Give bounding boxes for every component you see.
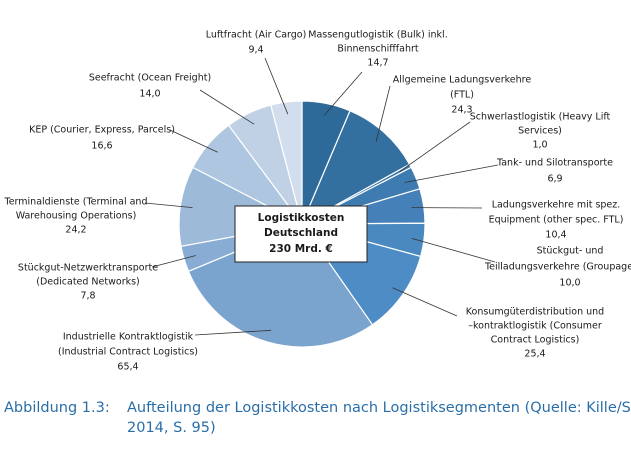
value-label: 7,8 xyxy=(80,291,95,302)
value-label: 10,0 xyxy=(559,278,580,289)
slice-label: Konsumgüterdistribution und xyxy=(466,307,604,318)
slice-label: Allgemeine Ladungsverkehre xyxy=(393,75,532,86)
slice-label: Equipment (other spec. FTL) xyxy=(489,215,624,226)
pie-slice xyxy=(187,223,374,348)
value-label: 25,4 xyxy=(524,349,545,360)
slice-label: Services) xyxy=(518,126,562,137)
leader-line xyxy=(199,89,255,125)
value-label: 10,4 xyxy=(545,230,566,241)
value-label: 65,4 xyxy=(117,362,138,373)
value-label: 16,6 xyxy=(91,141,112,152)
slice-label: Massengutlogistik (Bulk) inkl. xyxy=(308,30,447,41)
slice-label: (Dedicated Networks) xyxy=(36,277,140,288)
leader-line xyxy=(375,85,391,142)
pie-slice xyxy=(270,100,303,225)
leader-line xyxy=(404,164,499,183)
caption-text: 2014, S. 95) xyxy=(127,420,216,436)
slice-label: Stückgut- und xyxy=(537,246,604,257)
slice-label: Stückgut-Netzwerktransporte xyxy=(18,263,158,274)
leader-line xyxy=(399,121,471,173)
slice-label: Schwerlastlogistik (Heavy Lift xyxy=(470,112,611,123)
leader-line xyxy=(323,71,363,116)
leader-line xyxy=(169,129,218,153)
value-label: 24,3 xyxy=(451,105,472,116)
labels: Massengutlogistik (Bulk) inkl. Binnenschi… xyxy=(4,30,631,373)
slice-label: Tank- und Silotransporte xyxy=(496,158,613,169)
slice-label: Luftfracht (Air Cargo) xyxy=(206,30,307,41)
center-box xyxy=(234,205,368,263)
slice-label: Warehousing Operations) xyxy=(16,211,137,222)
slice-label: Teilladungsverkehre (Groupage/LTL) xyxy=(484,262,631,273)
leader-line xyxy=(194,329,272,336)
leader-line xyxy=(411,238,496,263)
value-label: 24,2 xyxy=(65,225,86,236)
value-label: 9,4 xyxy=(248,45,263,56)
center-label: Logistikkosten xyxy=(258,212,345,224)
caption-number: Abbildung 1.3: xyxy=(4,400,110,416)
slice-label: Binnenschifffahrt xyxy=(337,44,419,55)
slice-label: (Industrial Contract Logistics) xyxy=(58,347,198,358)
value-label: 6,9 xyxy=(547,174,562,185)
leader-line xyxy=(144,202,193,209)
value-label: 1,0 xyxy=(532,140,547,151)
pie-slice xyxy=(300,109,411,226)
slice-label: –kontraktlogistik (Consumer xyxy=(468,321,602,332)
slice-label: Ladungsverkehre mit spez. xyxy=(492,200,621,211)
slice-label: KEP (Courier, Express, Parcels) xyxy=(29,125,175,136)
value-label: 14,0 xyxy=(139,89,160,100)
slice-label: (FTL) xyxy=(450,90,474,101)
value-label: 14,7 xyxy=(367,58,388,69)
slice-label: Industrielle Kontraktlogistik xyxy=(63,332,194,343)
center-label: Deutschland xyxy=(264,227,338,239)
leader-line xyxy=(151,255,196,268)
slice-label: Seefracht (Ocean Freight) xyxy=(89,73,211,84)
slice-label: Contract Logistics) xyxy=(491,335,580,346)
slice-label: Terminaldienste (Terminal and xyxy=(4,197,148,208)
leader-line xyxy=(264,57,289,115)
caption-text: Aufteilung der Logistikkosten nach Logis… xyxy=(127,400,631,416)
leader-line xyxy=(392,287,458,317)
center-label: 230 Mrd. € xyxy=(269,243,333,255)
